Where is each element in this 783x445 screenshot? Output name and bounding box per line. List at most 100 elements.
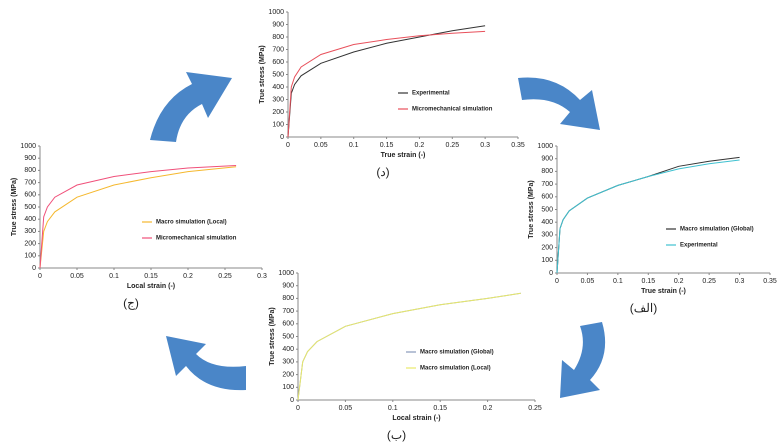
x-tick-label: 0.2: [483, 405, 493, 412]
x-tick-label: 0.25: [528, 405, 542, 412]
series-line: [556, 156, 740, 274]
y-tick-label: 200: [24, 240, 36, 247]
arrow: [166, 336, 246, 391]
x-tick-label: 0.1: [613, 278, 623, 285]
legend-label: Macro simulation (Global): [420, 350, 494, 356]
y-axis-label: True stress (MPa): [11, 178, 18, 236]
legend-label: Micromechanical simulation: [412, 107, 493, 113]
y-tick-label: 100: [541, 257, 553, 264]
x-tick-label: 0.25: [218, 273, 232, 280]
y-tick-label: 0: [32, 265, 36, 272]
y-tick-label: 1000: [268, 9, 284, 16]
x-axis-label: Local strain (-): [392, 415, 440, 422]
x-tick-label: 0.1: [349, 142, 359, 149]
caption: (د): [376, 165, 389, 179]
y-tick-label: 100: [272, 121, 284, 128]
x-tick-label: 0.35: [763, 278, 777, 285]
y-tick-label: 400: [541, 219, 553, 226]
y-tick-label: 900: [282, 283, 294, 290]
arrow: [518, 77, 600, 130]
x-tick-label: 0.15: [144, 273, 158, 280]
y-tick-label: 400: [272, 84, 284, 91]
y-tick-label: 900: [541, 156, 553, 163]
y-tick-label: 700: [541, 181, 553, 188]
arrows: [150, 72, 606, 398]
y-tick-label: 500: [272, 71, 284, 78]
y-tick-label: 500: [541, 206, 553, 213]
x-tick-label: 0.15: [641, 278, 655, 285]
y-tick-label: 0: [280, 134, 284, 141]
y-tick-label: 500: [24, 204, 36, 211]
x-tick-label: 0.1: [388, 405, 398, 412]
y-tick-label: 700: [282, 308, 294, 315]
y-tick-label: 600: [272, 59, 284, 66]
y-tick-label: 600: [282, 321, 294, 328]
y-tick-label: 500: [282, 333, 294, 340]
x-tick-label: 0.05: [581, 278, 595, 285]
x-tick-label: 0.15: [433, 405, 447, 412]
y-tick-label: 100: [282, 384, 294, 391]
y-tick-label: 800: [282, 295, 294, 302]
x-tick-label: 0: [555, 278, 559, 285]
legend-label: Macro simulation (Local): [156, 220, 227, 226]
x-tick-label: 0.25: [445, 142, 459, 149]
x-tick-label: 0.3: [735, 278, 745, 285]
x-tick-label: 0.05: [339, 405, 353, 412]
x-tick-label: 0: [296, 405, 300, 412]
y-tick-label: 300: [541, 232, 553, 239]
x-tick-label: 0.3: [480, 142, 490, 149]
y-axis-label: True stress (MPa): [269, 307, 276, 365]
x-tick-label: 0.05: [314, 142, 328, 149]
x-tick-label: 0.25: [702, 278, 716, 285]
x-tick-label: 0: [38, 273, 42, 280]
series-line: [287, 25, 486, 138]
x-tick-label: 0.2: [674, 278, 684, 285]
y-tick-label: 900: [272, 21, 284, 28]
y-tick-label: 1000: [537, 143, 553, 150]
y-tick-label: 600: [24, 192, 36, 199]
y-tick-label: 1000: [20, 143, 36, 150]
y-tick-label: 400: [282, 346, 294, 353]
x-tick-label: 0.3: [257, 273, 267, 280]
y-tick-label: 800: [24, 167, 36, 174]
x-tick-label: 0: [286, 142, 290, 149]
y-tick-label: 400: [24, 216, 36, 223]
y-tick-label: 900: [24, 155, 36, 162]
caption: (ج): [123, 296, 139, 310]
y-tick-label: 800: [541, 168, 553, 175]
legend-label: Experimental: [412, 91, 450, 97]
y-tick-label: 0: [549, 270, 553, 277]
x-tick-label: 0.05: [70, 273, 84, 280]
y-tick-label: 200: [541, 244, 553, 251]
legend-label: Macro simulation (Global): [680, 227, 754, 233]
x-axis-label: Local strain (-): [127, 283, 175, 290]
y-tick-label: 200: [282, 371, 294, 378]
series-line: [39, 166, 237, 269]
caption: (الف): [630, 301, 657, 315]
y-tick-label: 100: [24, 253, 36, 260]
x-tick-label: 0.1: [109, 273, 119, 280]
y-tick-label: 800: [272, 34, 284, 41]
x-tick-label: 0.35: [511, 142, 525, 149]
legend-label: Macro simulation (Local): [420, 366, 491, 372]
y-tick-label: 1000: [278, 270, 294, 277]
y-tick-label: 700: [24, 179, 36, 186]
x-axis-label: True strain (-): [381, 152, 426, 159]
series-line: [287, 30, 486, 138]
y-tick-label: 600: [541, 194, 553, 201]
y-tick-label: 300: [24, 228, 36, 235]
y-axis-label: True stress (MPa): [259, 45, 266, 103]
y-tick-label: 300: [272, 96, 284, 103]
y-tick-label: 200: [272, 109, 284, 116]
y-axis-label: True stress (MPa): [528, 180, 535, 238]
caption: (ب): [387, 428, 406, 442]
y-tick-label: 0: [290, 397, 294, 404]
series-line: [297, 292, 521, 401]
series-line: [556, 159, 740, 274]
y-tick-label: 300: [282, 359, 294, 366]
series-line: [297, 292, 521, 401]
x-axis-label: True strain (-): [641, 288, 686, 295]
x-tick-label: 0.2: [415, 142, 425, 149]
legend-label: Experimental: [680, 243, 718, 249]
